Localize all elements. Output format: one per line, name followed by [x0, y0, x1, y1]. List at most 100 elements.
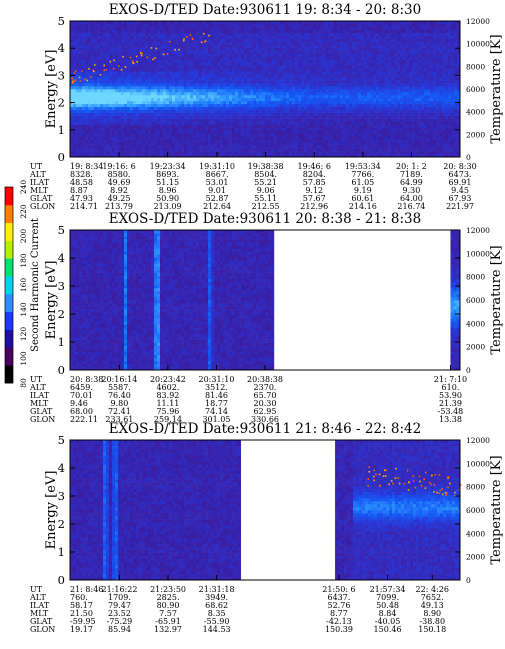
spectrogram-cell: [151, 106, 155, 110]
spectrogram-cell: [307, 154, 311, 158]
spectrogram-cell: [163, 100, 167, 105]
spectrogram-cell: [172, 68, 176, 72]
spectrogram-cell: [220, 100, 224, 105]
spectrogram-cell: [91, 29, 95, 34]
spectrogram-cell: [184, 68, 188, 72]
spectrogram-cell: [265, 44, 269, 48]
spectrogram-cell: [385, 133, 389, 137]
spectrogram-cell: [199, 29, 203, 34]
spectrogram-cell: [73, 50, 77, 54]
spectrogram-cell: [289, 100, 293, 105]
spectrogram-cell: [307, 109, 311, 113]
spectrogram-cell: [187, 47, 191, 51]
spectrogram-cell: [265, 23, 269, 28]
spectrogram-cell: [349, 21, 353, 25]
spectrogram-cell: [232, 130, 236, 134]
spectrogram-cell: [244, 35, 248, 40]
spectrogram-cell: [310, 133, 314, 137]
spectrogram-cell: [379, 97, 383, 102]
spectrogram-cell: [373, 38, 377, 42]
spectrogram-cell: [364, 118, 368, 122]
spectrogram-cell: [280, 26, 284, 31]
spectrogram-cell: [340, 139, 344, 143]
spectrogram-cell: [145, 142, 149, 146]
spectrogram-cell: [310, 26, 314, 31]
spectrogram-cell: [178, 139, 182, 143]
spectrogram-cell: [154, 80, 158, 84]
spectrogram-cell: [97, 26, 101, 31]
spectrogram-cell: [124, 47, 128, 51]
spectrogram-cell: [328, 145, 332, 149]
spectrogram-cell: [370, 71, 374, 75]
spectrogram-cell: [73, 136, 77, 140]
spectrogram-cell: [205, 94, 209, 99]
spectrogram-cell: [136, 21, 140, 25]
spectrogram-cell: [175, 121, 179, 125]
spectrogram-cell: [145, 124, 149, 128]
spectrogram-cell: [367, 106, 371, 110]
spectrogram-cell: [313, 65, 317, 69]
spectrogram-cell: [85, 133, 89, 137]
spectrogram-cell: [112, 133, 116, 137]
spectrogram-cell: [211, 32, 215, 37]
spectrogram-cell: [331, 35, 335, 40]
spectrogram-cell: [385, 71, 389, 75]
spectrogram-cell: [289, 145, 293, 149]
spectrogram-cell: [313, 47, 317, 51]
spectrogram-cell: [292, 106, 296, 110]
spectrogram-cell: [220, 56, 224, 60]
spectrogram-cell: [187, 38, 191, 42]
spectrogram-cell: [208, 97, 212, 102]
spectrogram-cell: [70, 127, 74, 131]
spectrogram-cell: [184, 118, 188, 122]
spectrogram-cell: [382, 21, 386, 25]
spectrogram-cell: [136, 62, 140, 66]
spectrogram-cell: [136, 65, 140, 69]
spectrogram-cell: [94, 94, 98, 99]
spectrogram-cell: [370, 26, 374, 31]
spectrogram-cell: [364, 121, 368, 125]
spectrogram-cell: [154, 154, 158, 158]
spectrogram-cell: [265, 148, 269, 152]
spectrogram-cell: [394, 115, 398, 119]
spectrogram-cell: [139, 148, 143, 152]
spectrogram-cell: [133, 71, 137, 75]
spectrogram-cell: [217, 41, 221, 45]
spectrogram-cell: [280, 130, 284, 134]
spectrogram-cell: [76, 35, 80, 40]
spectrogram-cell: [289, 80, 293, 84]
spectrogram-cell: [94, 77, 98, 81]
spectrogram-cell: [166, 136, 170, 140]
spectrogram-cell: [163, 86, 167, 90]
spectrogram-cell: [130, 133, 134, 137]
spectrogram-cell: [289, 91, 293, 96]
spectrogram-cell: [376, 115, 380, 119]
spectrogram-cell: [325, 127, 329, 131]
spectrogram-cell: [313, 130, 317, 134]
spectrogram-cell: [79, 29, 83, 34]
spectrogram-cell: [349, 32, 353, 37]
spectrogram-cell: [259, 145, 263, 149]
spectrogram-cell: [295, 21, 299, 25]
spectrogram-cell: [343, 103, 347, 108]
spectrogram-cell: [358, 97, 362, 102]
spectrogram-cell: [283, 145, 287, 149]
spectrogram-cell: [343, 35, 347, 40]
spectrogram-cell: [286, 118, 290, 122]
spectrogram-cell: [184, 23, 188, 28]
spectrogram-cell: [76, 148, 80, 152]
spectrogram-cell: [364, 94, 368, 99]
spectrogram-cell: [316, 65, 320, 69]
spectrogram-cell: [139, 74, 143, 78]
spectrogram-cell: [70, 139, 74, 143]
spectrogram-cell: [160, 118, 164, 122]
spectrogram-cell: [85, 53, 89, 57]
spectrogram-cell: [301, 94, 305, 99]
spectrogram-cell: [244, 133, 248, 137]
spectrogram-cell: [214, 89, 218, 93]
spectrogram-cell: [184, 65, 188, 69]
spectrogram-cell: [118, 145, 122, 149]
spectrogram-cell: [187, 145, 191, 149]
spectrogram-cell: [130, 130, 134, 134]
spectrogram-cell: [298, 38, 302, 42]
